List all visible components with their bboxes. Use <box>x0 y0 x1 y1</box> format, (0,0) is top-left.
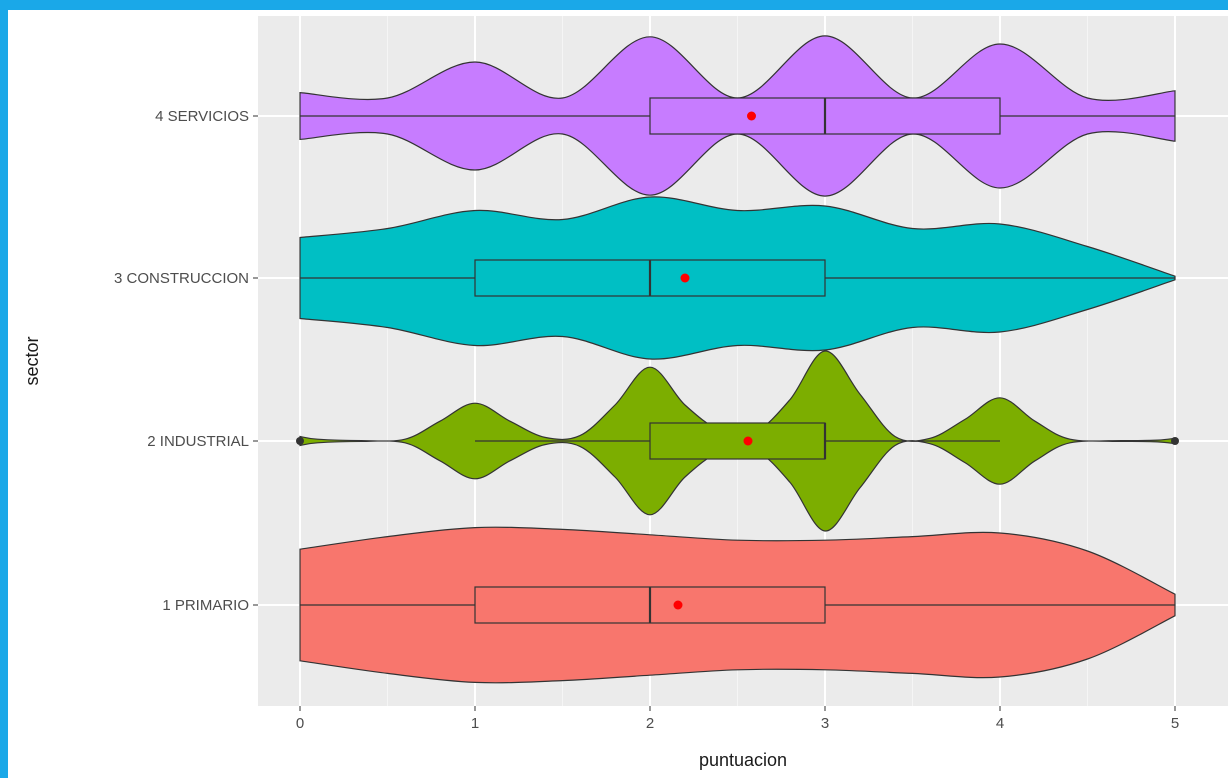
x-tick-label: 5 <box>1171 715 1179 732</box>
violin-4-mean <box>747 111 756 121</box>
x-tick-label: 0 <box>296 715 304 732</box>
y-tick-label: 4 SERVICIOS <box>155 108 249 125</box>
violin-chart: 0 1 2 3 4 5 1 PRIMARIO 2 INDUSTRIAL 3 CONSTRUCCI… <box>22 16 1228 770</box>
x-tick-label: 1 <box>471 715 479 732</box>
y-axis-title: sector <box>22 336 42 385</box>
violin-2-outlier <box>1171 437 1179 445</box>
violin-2-box <box>649 422 826 460</box>
y-tick-label: 2 INDUSTRIAL <box>147 433 249 450</box>
y-tick-label: 3 CONSTRUCCION <box>114 270 249 287</box>
y-tick-label: 1 PRIMARIO <box>162 597 249 614</box>
x-axis-title: puntuacion <box>699 750 787 770</box>
x-tick-label: 2 <box>646 715 654 732</box>
violin-3-mean <box>680 273 690 283</box>
violin-2-mean <box>743 436 753 446</box>
violin-2-outlier <box>296 437 304 445</box>
x-tick-label: 4 <box>996 715 1004 732</box>
violin-1-mean <box>673 600 683 610</box>
x-tick-label: 3 <box>821 715 829 732</box>
